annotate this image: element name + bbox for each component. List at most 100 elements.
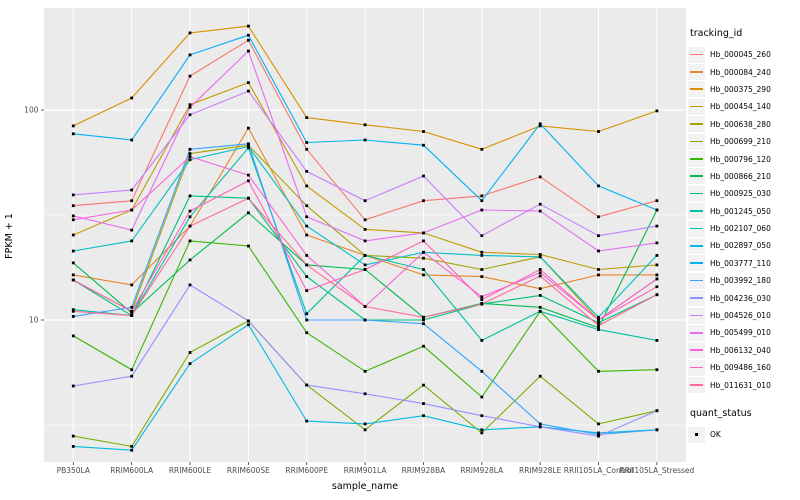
- data-point: [597, 422, 600, 426]
- data-point: [188, 74, 192, 78]
- data-point: [363, 422, 367, 426]
- data-point: [247, 33, 250, 37]
- data-point: [247, 244, 250, 248]
- legend-entry-Hb_006132_040: Hb_006132_040: [688, 342, 800, 359]
- x-tick-label: RRIM928LE: [519, 466, 562, 475]
- data-point: [422, 143, 425, 147]
- data-point: [597, 321, 600, 325]
- data-point: [71, 214, 75, 218]
- legend-entry-Hb_001245_050: Hb_001245_050: [688, 203, 800, 220]
- legend-entry-Hb_002897_050: Hb_002897_050: [688, 237, 800, 254]
- data-point: [305, 419, 309, 423]
- legend-key-line-icon: [690, 244, 703, 247]
- legend-entry-label: Hb_000866_210: [710, 171, 771, 181]
- legend-key-line-icon: [690, 297, 703, 299]
- data-point: [363, 218, 367, 222]
- legend-key-line-icon: [690, 105, 703, 108]
- data-point: [480, 250, 484, 254]
- data-point: [422, 130, 425, 133]
- legend-entry-label: Hb_000084_240: [710, 67, 771, 77]
- legend-entry-label: Hb_004526_010: [710, 311, 771, 321]
- data-point: [188, 31, 192, 35]
- legend-key-line-icon: [690, 331, 703, 334]
- data-point: [538, 209, 542, 213]
- data-point: [655, 285, 659, 289]
- legend-entry-Hb_005499_010: Hb_005499_010: [688, 324, 800, 341]
- legend-key-swatch: [688, 185, 705, 202]
- data-point: [538, 268, 542, 271]
- data-point: [363, 305, 367, 308]
- data-point: [597, 433, 600, 436]
- data-point: [305, 275, 309, 278]
- legend-key-line-icon: [690, 349, 703, 351]
- data-point: [247, 142, 250, 146]
- data-point: [305, 184, 309, 188]
- quant-status-label: OK: [710, 430, 721, 439]
- legend-entry-label: Hb_000925_030: [710, 189, 771, 199]
- legend-key-line-icon: [690, 366, 703, 369]
- data-point: [480, 268, 484, 271]
- data-point: [363, 123, 367, 127]
- legend-key-swatch: [688, 255, 705, 272]
- legend-entry-label: Hb_001245_050: [710, 206, 771, 216]
- legend-title: tracking_id: [690, 28, 743, 39]
- legend-key-swatch: [688, 98, 705, 115]
- data-point: [305, 383, 309, 387]
- legend-key-swatch: [688, 290, 705, 307]
- data-point: [538, 202, 542, 206]
- data-point: [188, 209, 192, 213]
- data-point: [188, 194, 192, 198]
- x-tick-label: RRIM600LA: [110, 466, 154, 475]
- x-tick-label: RRIM928LA: [460, 466, 504, 475]
- ok-point-icon: [695, 433, 698, 436]
- legend-key-line-icon: [690, 175, 703, 178]
- data-point: [71, 233, 75, 237]
- data-point: [130, 239, 134, 243]
- data-point: [71, 249, 75, 253]
- legend-key-line-icon: [690, 140, 703, 143]
- data-point: [363, 254, 367, 257]
- data-point: [71, 334, 75, 338]
- data-point: [597, 184, 600, 188]
- data-point: [422, 322, 425, 326]
- data-point: [363, 428, 367, 432]
- legend-key-swatch: [688, 151, 705, 168]
- data-point: [597, 249, 600, 253]
- data-point: [130, 96, 134, 100]
- data-point: [188, 158, 192, 162]
- data-point: [188, 239, 192, 243]
- data-point: [480, 339, 484, 342]
- data-point: [71, 218, 75, 222]
- data-point: [655, 208, 659, 212]
- data-point: [130, 448, 134, 452]
- data-point: [480, 395, 484, 399]
- x-tick-label: RRII105LA_Stressed: [619, 466, 694, 475]
- data-point: [422, 315, 425, 319]
- data-point: [538, 374, 542, 378]
- data-point: [247, 89, 250, 93]
- legend-entry-Hb_009486_160: Hb_009486_160: [688, 359, 800, 376]
- data-point: [188, 215, 192, 219]
- data-point: [597, 324, 600, 327]
- data-point: [305, 312, 309, 316]
- data-point: [480, 254, 484, 257]
- data-point: [363, 228, 367, 231]
- data-point: [422, 174, 425, 178]
- y-tick-label: 100: [24, 106, 39, 115]
- data-point: [71, 204, 75, 208]
- quant-status-entry: OK: [688, 426, 800, 443]
- data-point: [247, 173, 250, 177]
- quant-status-legend: quant_status OK: [688, 408, 800, 443]
- legend-key-swatch: [688, 133, 705, 150]
- data-point: [247, 49, 250, 53]
- data-point: [247, 179, 250, 183]
- data-point: [130, 283, 134, 287]
- legend-entry-Hb_000638_280: Hb_000638_280: [688, 116, 800, 133]
- data-point: [655, 428, 659, 432]
- data-point: [480, 369, 484, 373]
- legend-key-line-icon: [690, 227, 703, 230]
- data-point: [71, 193, 75, 197]
- legend-key-swatch: [688, 168, 705, 185]
